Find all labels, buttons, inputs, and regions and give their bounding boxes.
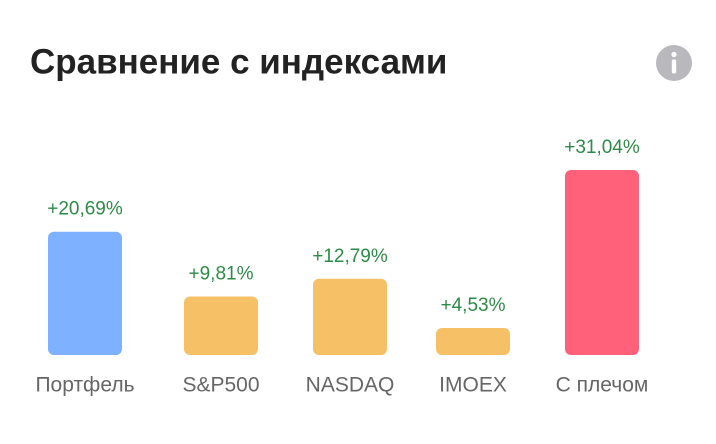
bar: [565, 170, 639, 355]
chart-title: Сравнение с индексами: [30, 42, 447, 81]
x-tick-label: S&P500: [182, 374, 259, 397]
bar: [313, 278, 387, 355]
value-label: +31,04%: [564, 137, 640, 158]
x-tick-label: Портфель: [35, 374, 134, 397]
value-label: +4,53%: [441, 295, 506, 316]
x-tick-label: С плечом: [556, 374, 649, 397]
value-label: +9,81%: [189, 264, 254, 285]
value-label: +20,69%: [47, 199, 123, 220]
info-icon[interactable]: [656, 45, 692, 81]
x-tick-label: IMOEX: [439, 374, 507, 397]
x-tick-label: NASDAQ: [306, 374, 395, 397]
bar: [184, 296, 258, 355]
info-icon-stem: [671, 59, 677, 74]
bar: [436, 328, 510, 355]
bar: [48, 231, 122, 355]
value-label: +12,79%: [312, 246, 388, 267]
info-icon-dot: [671, 51, 677, 58]
